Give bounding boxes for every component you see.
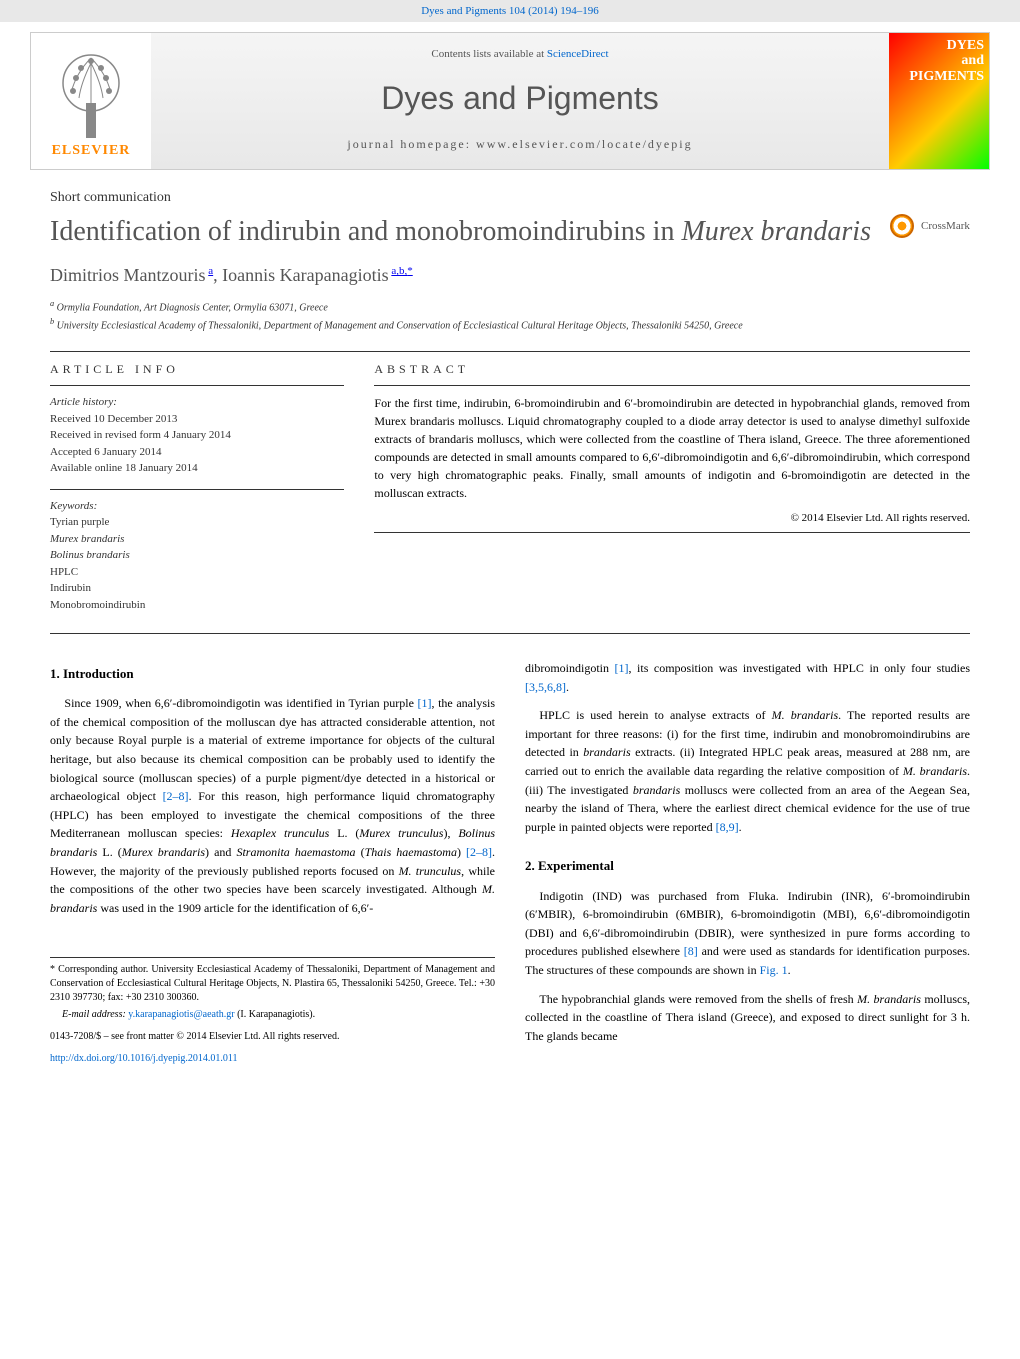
figure-link[interactable]: Fig. 1 xyxy=(760,963,788,977)
journal-name: Dyes and Pigments xyxy=(151,80,889,117)
publisher-logo-area: ELSEVIER xyxy=(31,33,151,169)
exp-paragraph-2: The hypobranchial glands were removed fr… xyxy=(525,990,970,1046)
exp-paragraph-1: Indigotin (IND) was purchased from Fluka… xyxy=(525,887,970,980)
divider xyxy=(374,532,970,533)
keyword: HPLC xyxy=(50,564,344,581)
article-history: Article history: Received 10 December 20… xyxy=(50,394,344,477)
header-citation-bar: Dyes and Pigments 104 (2014) 194–196 xyxy=(0,0,1020,22)
col2-paragraph-1: dibromoindigotin [1], its composition wa… xyxy=(525,659,970,696)
citation-link[interactable]: Dyes and Pigments 104 (2014) 194–196 xyxy=(421,5,599,17)
journal-banner: ELSEVIER Contents lists available at Sci… xyxy=(30,32,990,170)
author-2-affil: a,b,* xyxy=(389,265,413,277)
experimental-heading: 2. Experimental xyxy=(525,856,970,876)
body-columns: 1. Introduction Since 1909, when 6,6′-di… xyxy=(50,659,970,1066)
divider xyxy=(50,351,970,352)
article-content: Short communication Identification of in… xyxy=(0,170,1020,1086)
ref-link[interactable]: [2–8] xyxy=(163,789,189,803)
affiliations: a Ormylia Foundation, Art Diagnosis Cent… xyxy=(50,298,970,333)
ref-link[interactable]: [2–8] xyxy=(466,845,492,859)
email-link[interactable]: y.karapanagiotis@aeath.gr xyxy=(128,1009,234,1020)
footnotes: * Corresponding author. University Eccle… xyxy=(50,957,495,1066)
abstract-column: ABSTRACT For the first time, indirubin, … xyxy=(374,362,970,613)
sciencedirect-link[interactable]: ScienceDirect xyxy=(547,48,609,60)
ref-link[interactable]: [3,5,6,8] xyxy=(525,680,566,694)
keyword: Indirubin xyxy=(50,580,344,597)
author-1: Dimitrios Mantzouris xyxy=(50,265,206,285)
keywords-block: Keywords: Tyrian purple Murex brandaris … xyxy=(50,498,344,614)
contents-available-line: Contents lists available at ScienceDirec… xyxy=(151,48,889,60)
doi-link[interactable]: http://dx.doi.org/10.1016/j.dyepig.2014.… xyxy=(50,1053,238,1064)
divider xyxy=(50,489,344,490)
article-info-heading: ARTICLE INFO xyxy=(50,362,344,377)
email-line: E-mail address: y.karapanagiotis@aeath.g… xyxy=(50,1008,495,1022)
divider xyxy=(50,633,970,634)
ref-link[interactable]: [8,9] xyxy=(716,820,739,834)
publisher-name: ELSEVIER xyxy=(52,143,131,159)
affiliation-a: a Ormylia Foundation, Art Diagnosis Cent… xyxy=(50,298,970,315)
ref-link[interactable]: [1] xyxy=(418,696,432,710)
accepted-date: Accepted 6 January 2014 xyxy=(50,444,344,461)
col2-paragraph-2: HPLC is used herein to analyse extracts … xyxy=(525,706,970,836)
introduction-heading: 1. Introduction xyxy=(50,664,495,684)
contents-text: Contents lists available at xyxy=(431,48,546,60)
crossmark-icon xyxy=(890,214,914,238)
keyword: Bolinus brandaris xyxy=(50,547,344,564)
keyword: Tyrian purple xyxy=(50,514,344,531)
crossmark-badge[interactable]: CrossMark xyxy=(890,214,970,238)
right-column: dibromoindigotin [1], its composition wa… xyxy=(525,659,970,1066)
authors-line: Dimitrios Mantzouris a, Ioannis Karapana… xyxy=(50,265,970,286)
cover-title: DYES and PIGMENTS xyxy=(909,38,984,84)
corresponding-author-note: * Corresponding author. University Eccle… xyxy=(50,963,495,1005)
crossmark-text: CrossMark xyxy=(921,220,970,232)
left-column: 1. Introduction Since 1909, when 6,6′-di… xyxy=(50,659,495,1066)
revised-date: Received in revised form 4 January 2014 xyxy=(50,427,344,444)
author-2: Ioannis Karapanagiotis xyxy=(222,265,388,285)
article-info-column: ARTICLE INFO Article history: Received 1… xyxy=(50,362,344,613)
paper-title: Identification of indirubin and monobrom… xyxy=(50,214,890,250)
divider xyxy=(50,385,344,386)
keyword: Monobromoindirubin xyxy=(50,597,344,614)
issn-line: 0143-7208/$ – see front matter © 2014 El… xyxy=(50,1030,495,1044)
received-date: Received 10 December 2013 xyxy=(50,411,344,428)
abstract-copyright: © 2014 Elsevier Ltd. All rights reserved… xyxy=(374,512,970,524)
author-1-affil: a xyxy=(206,265,214,277)
ref-link[interactable]: [1] xyxy=(615,661,629,675)
article-type: Short communication xyxy=(50,190,970,206)
info-abstract-row: ARTICLE INFO Article history: Received 1… xyxy=(50,362,970,613)
abstract-text: For the first time, indirubin, 6-bromoin… xyxy=(374,394,970,502)
journal-cover-thumbnail: DYES and PIGMENTS xyxy=(889,33,989,169)
ref-link[interactable]: [8] xyxy=(684,944,698,958)
doi-line: http://dx.doi.org/10.1016/j.dyepig.2014.… xyxy=(50,1052,495,1066)
keyword: Murex brandaris xyxy=(50,531,344,548)
history-label: Article history: xyxy=(50,394,344,411)
journal-homepage: journal homepage: www.elsevier.com/locat… xyxy=(151,137,889,152)
affiliation-b: b University Ecclesiastical Academy of T… xyxy=(50,316,970,333)
elsevier-tree-icon xyxy=(51,43,131,143)
abstract-heading: ABSTRACT xyxy=(374,362,970,377)
intro-paragraph-1: Since 1909, when 6,6′-dibromoindigotin w… xyxy=(50,694,495,917)
banner-center: Contents lists available at ScienceDirec… xyxy=(151,33,889,169)
online-date: Available online 18 January 2014 xyxy=(50,460,344,477)
divider xyxy=(374,385,970,386)
keywords-label: Keywords: xyxy=(50,498,344,515)
